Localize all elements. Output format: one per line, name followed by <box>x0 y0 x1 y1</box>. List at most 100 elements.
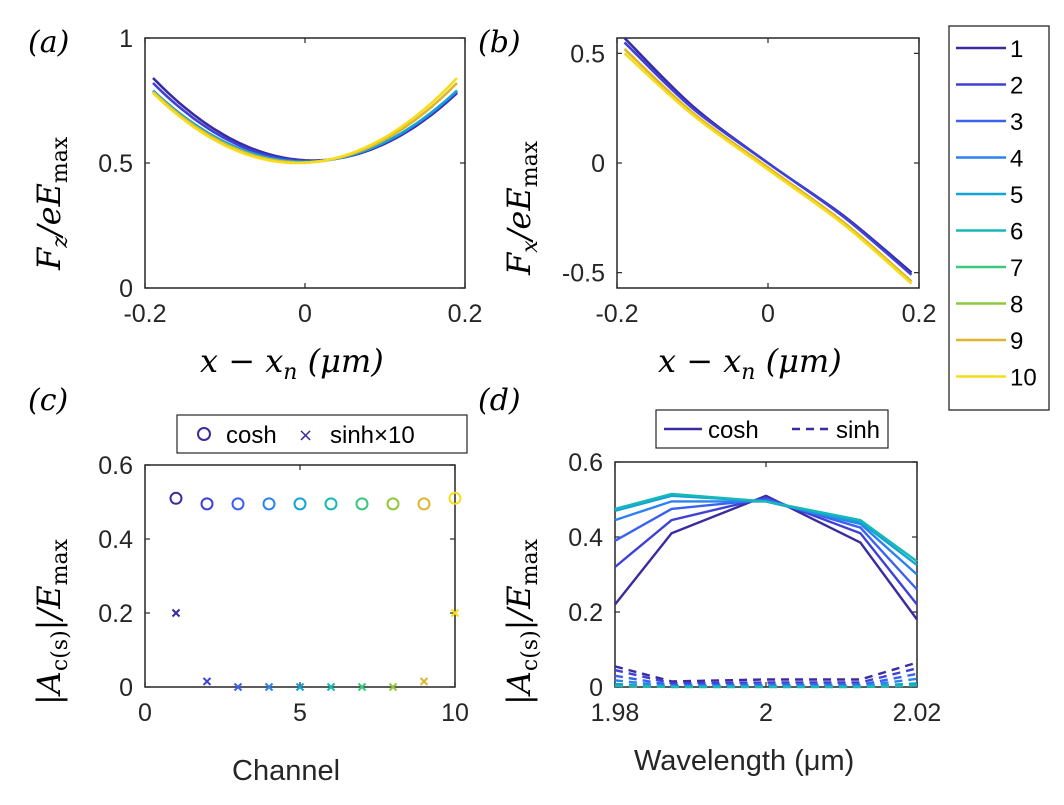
legend-label-6: 6 <box>1010 219 1023 246</box>
sinh-point-stroke <box>171 608 181 618</box>
y-tick-label: 0.5 <box>570 40 605 68</box>
legend-label-9: 9 <box>1010 328 1023 355</box>
panel-c-axes <box>144 464 456 688</box>
panel-d-label: (d) <box>478 383 521 418</box>
panel-a-ylabel: Fz/eEmax <box>30 136 73 271</box>
cosh-line-2 <box>614 496 918 606</box>
sinh-point-stroke <box>264 682 274 692</box>
panel-b-lines <box>623 37 913 285</box>
panel-b-xlabel: x − xn (μm) <box>658 342 842 385</box>
x-tick-label: 0 <box>761 300 775 328</box>
panel-a-xlabel: x − xn (μm) <box>200 342 384 385</box>
legend-sinh-label: sinh×10 <box>330 422 415 449</box>
cosh-point-8 <box>386 497 400 511</box>
y-tick-label: 0.4 <box>568 524 603 552</box>
y-tick-label: 0.2 <box>98 600 133 628</box>
sinh-point-stroke <box>326 682 336 692</box>
sinh-point-stroke <box>233 682 243 692</box>
panel-b-ticks: -0.2 0 0.2 -0.5 0 0.5 <box>562 38 936 328</box>
y-tick-label: 0 <box>591 150 605 178</box>
legend-label-7: 7 <box>1010 255 1023 282</box>
legend-label-1: 1 <box>1010 36 1023 63</box>
cosh-point-4 <box>262 497 276 511</box>
sinh-point-stroke <box>357 682 367 692</box>
sinh-point-7 <box>357 682 367 692</box>
legend-label-8: 8 <box>1010 292 1023 319</box>
cosh-point-6 <box>324 497 338 511</box>
series-line-9 <box>623 48 913 283</box>
y-tick-label: 0 <box>119 275 133 303</box>
panel-c-legend-box <box>176 414 468 454</box>
y-tick-label: 0 <box>119 674 133 702</box>
y-tick-label: 0.5 <box>98 150 133 178</box>
sinh-point-9 <box>419 677 429 686</box>
panel-d-lines <box>614 492 918 689</box>
x-tick-label: 5 <box>293 699 307 727</box>
cosh-point-5 <box>293 497 307 511</box>
cosh-point-10 <box>448 491 462 505</box>
cosh-point-9 <box>417 497 431 511</box>
series-line-10 <box>623 52 913 285</box>
legend-d-cosh-label: cosh <box>708 417 759 444</box>
sinh-line-1 <box>614 661 918 683</box>
panel-d-ylabel: |Ac(s)|/Emax <box>500 538 543 705</box>
y-tick-label: 0.6 <box>98 452 133 480</box>
sinh-point-6 <box>326 682 336 692</box>
sinh-point-stroke <box>388 682 398 692</box>
legend-d-sinh-label: sinh <box>836 417 880 444</box>
panel-c-legend: cosh × sinh×10 <box>176 414 468 454</box>
x-tick-label: -0.2 <box>595 300 638 328</box>
y-tick-label: 0.2 <box>568 599 603 627</box>
legend-label-3: 3 <box>1010 109 1023 136</box>
panel-c-ticks: 0 5 10 0 0.2 0.4 0.6 <box>98 452 469 727</box>
panel-b: (b) -0.2 0 0.2 -0.5 0 0.5 x − xn (μm) Fx/eEma… <box>478 25 936 385</box>
y-tick-label: 0.6 <box>568 449 603 477</box>
cosh-point-2 <box>200 497 214 511</box>
cosh-point-1 <box>169 491 183 505</box>
y-tick-label: 0 <box>589 674 603 702</box>
x-tick-label: 10 <box>441 699 469 727</box>
y-tick-label: -0.5 <box>562 260 605 288</box>
sinh-point-stroke <box>450 608 460 618</box>
sinh-point-stroke <box>419 677 429 686</box>
cosh-line-3 <box>614 498 918 591</box>
panel-d-legend: cosh sinh <box>655 409 889 449</box>
panel-c-xlabel: Channel <box>232 755 340 787</box>
legend-label-4: 4 <box>1010 146 1023 173</box>
sinh-point-5 <box>295 682 305 692</box>
x-tick-label: 2.02 <box>893 699 942 727</box>
x-tick-label: 1.98 <box>591 699 640 727</box>
channel-legend: 1 2 3 4 5 6 7 8 9 10 <box>948 25 1050 411</box>
cosh-point-7 <box>355 497 369 511</box>
y-tick-label: 0.4 <box>98 526 133 554</box>
x-tick-label: -0.2 <box>123 300 166 328</box>
panel-a-ticks: -0.2 0 0.200.51 <box>98 25 482 328</box>
panel-d-xlabel: Wavelength (μm) <box>634 745 854 777</box>
sinh-point-stroke <box>202 677 212 686</box>
legend-cosh-marker <box>197 427 211 441</box>
panel-b-ylabel: Fx/eEmax <box>500 140 543 276</box>
x-tick-label: 2 <box>759 699 773 727</box>
channel-legend-box <box>948 25 1050 411</box>
legend-label-2: 2 <box>1010 73 1023 100</box>
cosh-point-3 <box>231 497 245 511</box>
cosh-line-6 <box>614 492 918 563</box>
sinh-line-2 <box>614 667 918 685</box>
panel-a-label: (a) <box>28 25 69 60</box>
x-tick-label: 0 <box>138 699 152 727</box>
sinh-point-1 <box>171 608 181 618</box>
legend-sinh-marker: × <box>298 425 313 446</box>
panel-c: (c) 0 5 10 0 0.2 0.4 0.6 cosh × sinh×10 Channe… <box>28 383 469 787</box>
cosh-line-1 <box>614 494 918 621</box>
sinh-point-2 <box>202 677 212 686</box>
sinh-point-4 <box>264 682 274 692</box>
sinh-point-stroke <box>295 682 305 692</box>
sinh-point-3 <box>233 682 243 692</box>
x-tick-label: 0.2 <box>448 300 483 328</box>
panel-b-label: (b) <box>478 25 521 60</box>
panel-a-lines <box>152 77 458 165</box>
sinh-point-8 <box>388 682 398 692</box>
sinh-point-10 <box>450 608 460 618</box>
panel-a: (a) -0.2 0 0.200.51 x − xn (μm) Fz/eEmax <box>28 25 482 385</box>
